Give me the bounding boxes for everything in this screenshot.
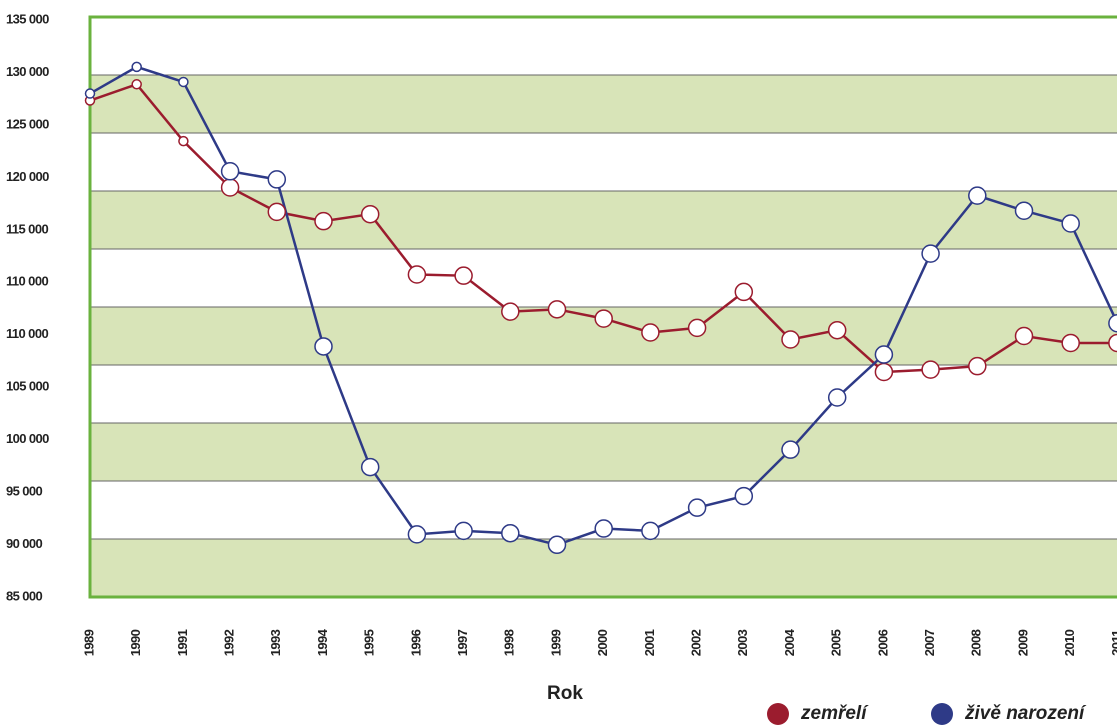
x-tick-label: 2001 [642,629,657,656]
legend-label: zemřelí [800,703,869,724]
data-point [781,330,800,349]
x-tick-label: 1991 [175,629,190,656]
data-point [84,88,96,99]
data-point [267,170,287,189]
legend-marker [767,703,789,725]
data-point [1108,314,1117,333]
x-tick-label: 2006 [875,629,890,656]
data-point [360,457,380,477]
x-tick-label: 2009 [1015,629,1030,656]
y-tick-label: 110 000 [6,326,48,341]
data-point [1061,333,1080,353]
x-tick-label: 2002 [689,629,704,656]
x-tick-label: 1993 [268,629,283,656]
data-point [968,356,987,376]
data-point [968,186,987,205]
data-point [1108,333,1117,353]
data-point [360,204,380,224]
x-tick-label: 1992 [222,629,237,656]
x-tick-label: 1994 [315,628,330,656]
y-tick-label: 100 000 [6,431,49,446]
data-point [921,360,940,379]
data-point [641,323,660,342]
data-point [314,211,333,231]
x-tick-label: 1997 [455,629,470,656]
data-point [641,521,660,541]
y-tick-label: 120 000 [6,169,49,184]
data-point [874,345,894,364]
x-tick-label: 1989 [81,629,96,656]
data-point [594,519,613,538]
data-point [131,61,142,73]
data-point [827,320,847,340]
y-tick-label: 90 000 [6,536,43,551]
x-tick-label: 1990 [128,629,143,656]
band [90,75,1117,133]
data-point [687,318,707,338]
band [90,423,1117,481]
labels: 135 000 130 000 125 000 120 000 115 000 110 0… [6,11,1117,725]
data-point [1014,201,1034,220]
x-tick-label: 1996 [408,629,423,656]
y-tick-label: 125 000 [6,116,49,131]
data-point [594,309,613,328]
grid [88,15,1117,599]
data-point [454,266,473,285]
lines [84,61,1117,555]
x-tick-label: 2000 [595,629,610,656]
x-tick-label: 2005 [829,629,844,656]
x-tick-label: 2011 [1109,630,1117,656]
data-point [1014,326,1034,346]
legend-marker [931,703,953,725]
data-point [314,337,333,356]
data-point [267,202,287,222]
y-tick-label: 85 000 [6,588,43,603]
data-point [501,523,520,543]
data-point [131,79,142,90]
data-point [547,300,567,319]
data-point [454,521,473,541]
band [90,539,1117,597]
y-tick-label: 115 000 [6,221,48,236]
x-tick-label: 1998 [502,629,517,656]
data-point [178,135,189,147]
data-point [874,362,894,382]
data-point [220,178,240,197]
y-tick-label: 110 000 [6,274,48,289]
x-tick-label: 1995 [362,629,377,656]
data-point [1061,214,1080,233]
x-tick-label: 1999 [548,629,563,656]
data-point [501,302,520,321]
data-point [407,265,427,284]
y-tick-label: 95 000 [6,484,43,499]
data-point [407,525,427,544]
plot-frame [88,15,1117,599]
x-axis-title: Rok [547,683,583,704]
data-point [220,162,240,181]
x-tick-label: 2008 [969,629,984,656]
y-tick-label: 135 000 [6,11,49,26]
data-point [827,388,847,407]
data-point [781,440,800,459]
data-point [547,535,567,555]
legend-label: živě narození [964,703,1087,724]
data-point [178,76,189,88]
data-point [687,498,707,517]
data-point [734,282,754,302]
x-tick-label: 2007 [922,629,937,656]
y-tick-label: 105 000 [6,379,49,394]
x-tick-label: 2010 [1062,629,1077,656]
x-tick-label: 2004 [782,628,797,656]
x-tick-label: 2003 [735,629,750,656]
band [90,191,1117,249]
plot-bands [90,75,1117,597]
data-point [921,244,940,263]
y-tick-label: 130 000 [6,64,49,79]
data-point [734,486,754,506]
